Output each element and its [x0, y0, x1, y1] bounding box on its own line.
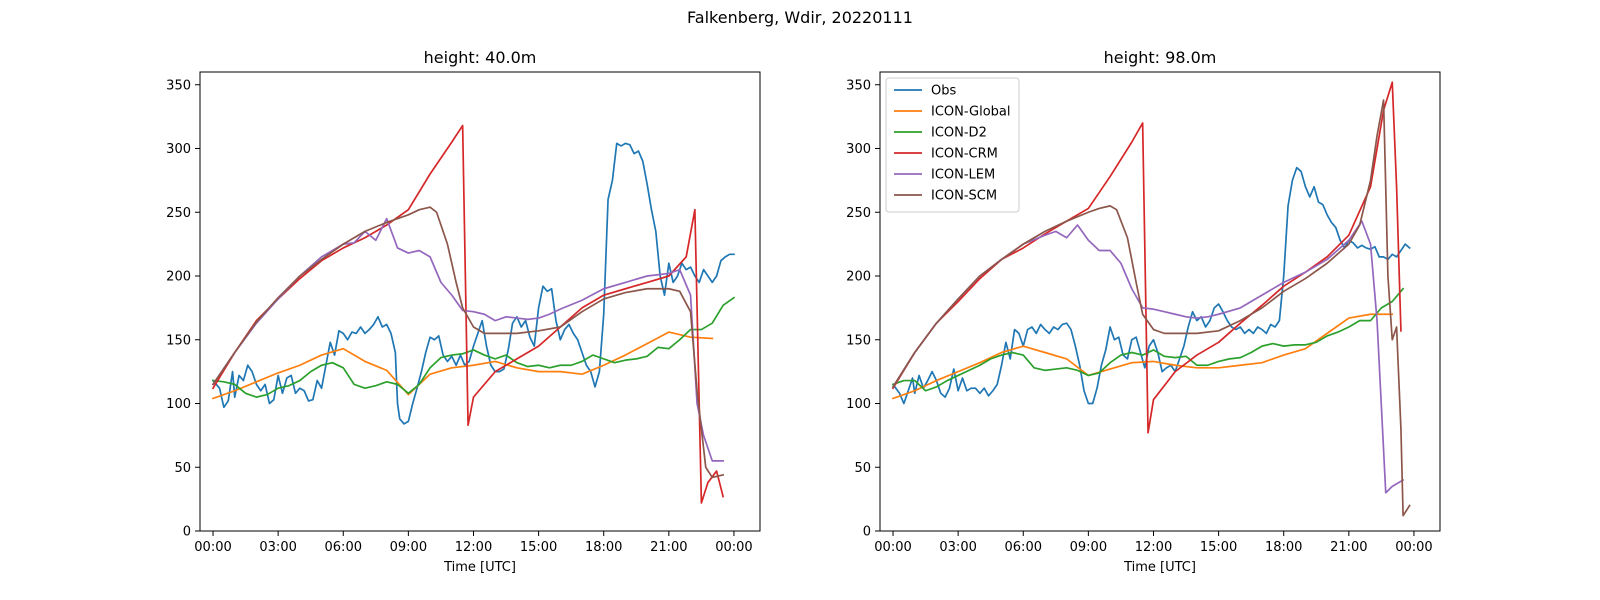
x-axis-label: Time [UTC]	[1123, 560, 1196, 575]
x-tick-label: 00:00	[1395, 540, 1432, 555]
y-tick-label: 150	[846, 333, 871, 348]
chart-panel-1: 00:00 03:00 06:00 09:00 12:00 15:00 18:00 21:00…	[166, 48, 761, 575]
x-tick-label: 06:00	[1005, 540, 1042, 555]
chart-panel-2: 00:00 03:00 06:00 09:00 12:00 15:00 18:00 21:00…	[846, 48, 1441, 575]
x-axis-label: Time [UTC]	[443, 560, 516, 575]
y-tick-label: 100	[846, 397, 871, 412]
legend-label: ICON-LEM	[931, 168, 995, 183]
y-tick-label: 250	[166, 206, 191, 221]
legend-label: ICON-CRM	[931, 147, 998, 162]
series-group	[211, 124, 736, 504]
legend-label: ICON-SCM	[931, 189, 997, 204]
x-tick-label: 18:00	[1265, 540, 1302, 555]
y-tick-label: 250	[846, 206, 871, 221]
series-group	[891, 81, 1411, 517]
y-tick-label: 350	[166, 78, 191, 93]
y-tick-label: 350	[846, 78, 871, 93]
y-tick-label: 300	[166, 142, 191, 157]
y-tick-label: 200	[166, 270, 191, 285]
figure-suptitle: Falkenberg, Wdir, 20220111	[687, 8, 913, 27]
x-tick-label: 21:00	[650, 540, 687, 555]
series-line-icon-scm	[211, 206, 725, 479]
y-tick-label: 50	[174, 461, 191, 476]
series-line-icon-lem	[891, 220, 1405, 494]
y-tick-label: 0	[863, 525, 871, 540]
series-line-obs	[891, 166, 1411, 405]
x-tick-label: 00:00	[715, 540, 752, 555]
legend: Obs ICON-Global ICON-D2 ICON-CRM ICON-LEM ICO…	[885, 77, 1020, 213]
y-tick-label: 300	[846, 142, 871, 157]
x-tick-label: 21:00	[1330, 540, 1367, 555]
y-tick-label: 50	[854, 461, 871, 476]
y-tick-label: 100	[166, 397, 191, 412]
x-tick-label: 12:00	[455, 540, 492, 555]
series-line-icon-scm	[891, 99, 1411, 517]
panel-title: height: 98.0m	[1104, 48, 1217, 67]
series-line-icon-d2	[212, 296, 736, 398]
x-tick-label: 12:00	[1135, 540, 1172, 555]
x-tick-label: 18:00	[585, 540, 622, 555]
series-line-icon-d2	[891, 287, 1405, 392]
series-line-icon-global	[891, 313, 1394, 400]
panel-title: height: 40.0m	[424, 48, 537, 67]
y-tick-label: 200	[846, 270, 871, 285]
x-tick-label: 00:00	[194, 540, 231, 555]
x-tick-label: 06:00	[325, 540, 362, 555]
x-tick-label: 09:00	[390, 540, 427, 555]
plot-frame	[879, 71, 1441, 532]
x-tick-label: 00:00	[874, 540, 911, 555]
x-tick-label: 15:00	[1200, 540, 1237, 555]
legend-label: ICON-Global	[931, 105, 1011, 120]
series-line-icon-global	[211, 331, 714, 400]
series-line-icon-crm	[211, 124, 725, 504]
series-line-obs	[211, 142, 735, 425]
x-tick-label: 09:00	[1070, 540, 1107, 555]
y-tick-label: 0	[183, 525, 191, 540]
x-tick-label: 03:00	[259, 540, 296, 555]
x-tick-label: 15:00	[520, 540, 557, 555]
plot-frame	[199, 71, 761, 532]
legend-label: ICON-D2	[931, 126, 987, 141]
y-tick-label: 150	[166, 333, 191, 348]
legend-label: Obs	[931, 84, 956, 99]
x-tick-label: 03:00	[939, 540, 976, 555]
